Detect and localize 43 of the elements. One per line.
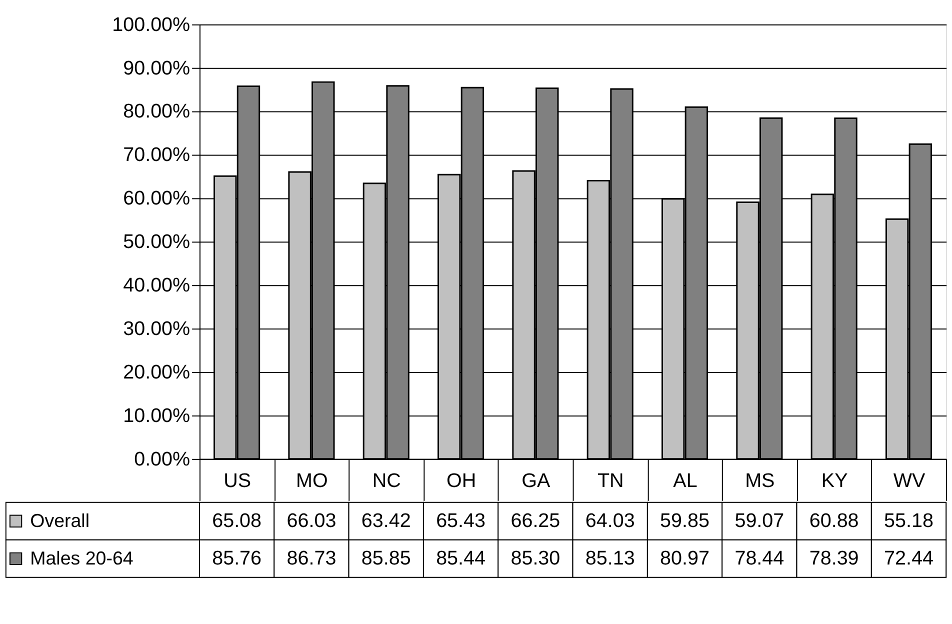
x-tick-label: KY (821, 470, 848, 492)
y-tick-label: 70.00% (123, 144, 190, 166)
x-tick-label: WV (893, 470, 926, 492)
data-label: 86.73 (286, 548, 336, 570)
x-tick-label: US (224, 470, 252, 492)
data-label: 66.25 (510, 510, 560, 532)
y-tick-label: 50.00% (123, 231, 190, 254)
y-tick-label: 40.00% (123, 274, 190, 297)
legend-label: Overall (30, 510, 90, 532)
data-label: 55.18 (884, 510, 934, 532)
legend-label: Males 20-64 (30, 548, 134, 569)
y-tick-label: 10.00% (123, 404, 190, 427)
data-label: 85.85 (361, 548, 411, 570)
x-tick-label: GA (522, 470, 552, 492)
x-tick-label: MS (745, 470, 775, 492)
data-label: 85.30 (510, 548, 560, 570)
data-label: 65.08 (212, 510, 262, 532)
data-label: 63.42 (361, 510, 411, 532)
data-label: 85.76 (212, 548, 262, 570)
y-tick-label: 60.00% (123, 188, 190, 210)
x-tick-label: TN (597, 470, 624, 492)
data-label: 65.43 (436, 510, 486, 532)
y-tick-label: 80.00% (123, 100, 190, 123)
data-label: 59.07 (734, 510, 784, 532)
data-label: 85.13 (585, 548, 635, 570)
y-tick-label: 90.00% (123, 57, 190, 80)
x-tick-label: NC (372, 470, 401, 492)
x-tick-label: AL (673, 470, 698, 492)
data-label: 66.03 (286, 510, 336, 532)
data-label: 85.44 (436, 548, 486, 570)
data-label: 78.44 (734, 548, 784, 570)
x-tick-label: MO (296, 470, 328, 492)
y-tick-label: 0.00% (134, 448, 190, 470)
data-label: 59.85 (660, 510, 710, 532)
x-tick-label: OH (446, 470, 476, 492)
data-label: 72.44 (884, 548, 934, 570)
data-label: 78.39 (809, 548, 859, 570)
y-tick-label: 30.00% (123, 318, 190, 340)
data-label: 80.97 (660, 548, 710, 570)
y-tick-label: 100.00% (112, 14, 190, 36)
data-label: 64.03 (585, 510, 635, 532)
data-label: 60.88 (809, 510, 859, 532)
y-tick-label: 20.00% (123, 361, 190, 384)
